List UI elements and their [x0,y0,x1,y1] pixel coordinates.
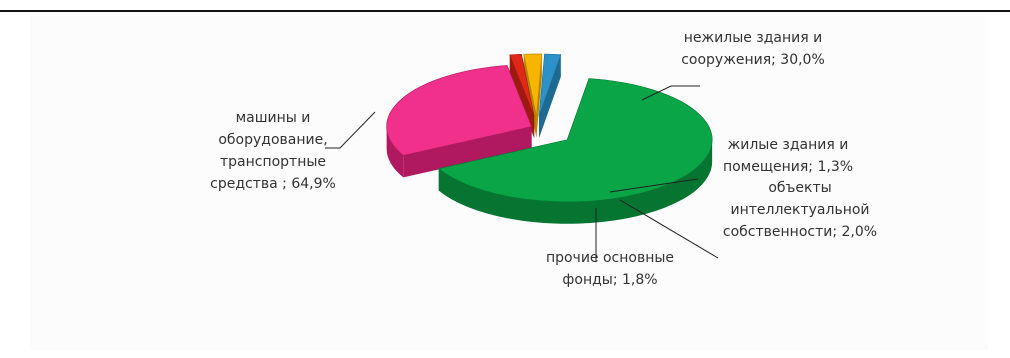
slice-label: прочие основные [546,250,674,266]
pie-slice [386,65,533,156]
pie-slice-side [386,126,404,178]
pie-slice [523,53,543,116]
pie-slice [438,78,713,203]
pie-slice-cut-face [403,126,532,178]
pie-slice-cut-face [539,54,561,138]
pie-slice [538,53,562,117]
slice-label: средства ; 64,9% [210,176,336,192]
pie-slice-side [438,139,713,224]
slice-label: помещения; 1,3% [723,159,853,175]
pie-slice [509,53,535,117]
slice-label: сооружения; 30,0% [681,52,825,68]
slice-label: оборудование, [218,132,327,148]
leader-line [641,85,700,101]
slice-label: фонды; 1,8% [562,272,657,288]
slice-label: объекты [768,180,831,196]
top-rule [0,10,1010,12]
slice-label: интеллектуальной [730,202,869,218]
pie-slice-cut-face [536,53,542,138]
slice-label: жилые здания и [728,137,849,153]
leader-line [325,111,376,149]
slice-label: машины и [236,110,311,126]
leader-line [609,178,699,193]
slice-label: нежилые здания и [684,30,822,46]
slice-label: собственности; 2,0% [723,224,877,240]
leader-line [619,199,719,259]
slice-label: транспортные [220,154,326,170]
